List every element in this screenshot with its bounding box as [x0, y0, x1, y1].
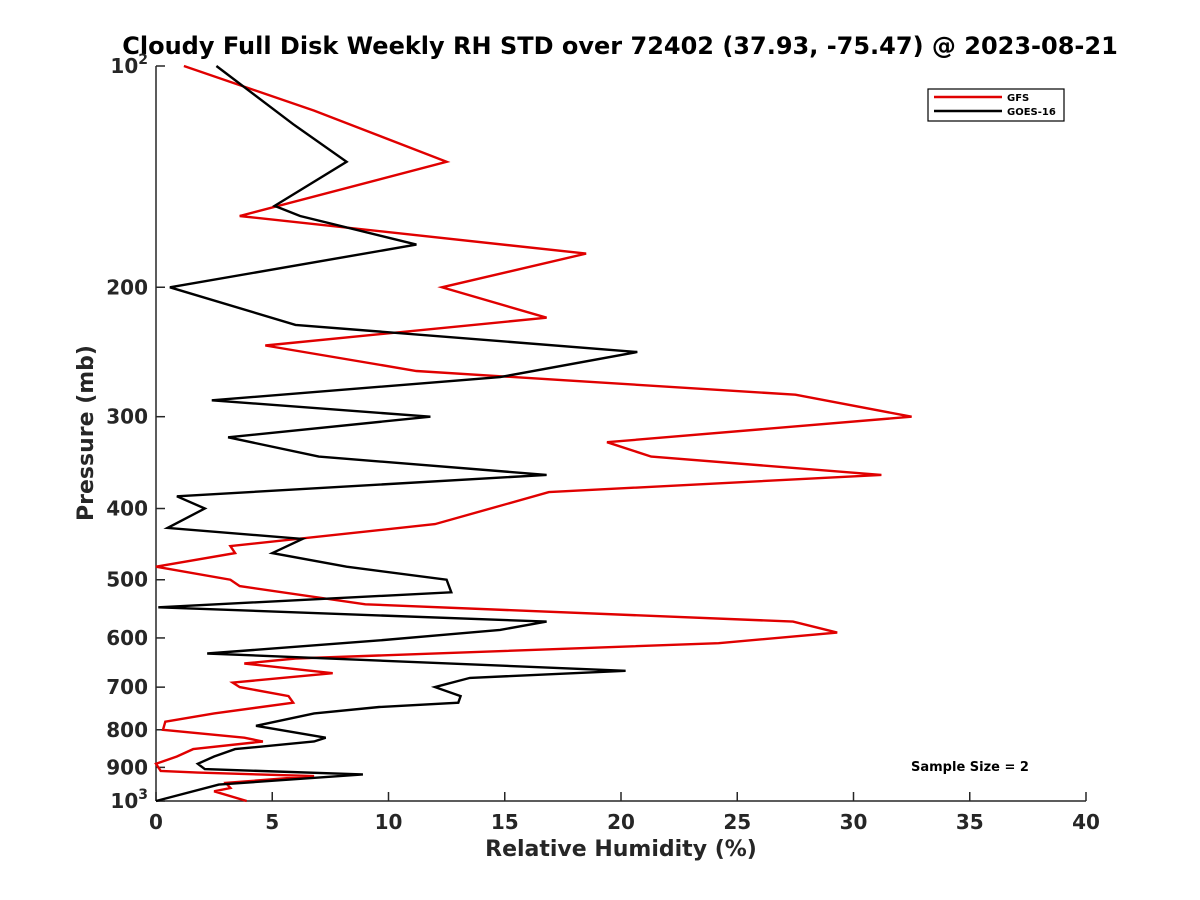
series-layer [154, 64, 912, 803]
x-tick-label: 15 [491, 810, 519, 834]
legend-label-goes-16: GOES-16 [1007, 107, 1056, 118]
x-tick-label: 25 [723, 810, 751, 834]
sample-size-annotation: Sample Size = 2 [911, 760, 1029, 775]
legend-box [927, 88, 1065, 122]
x-tick-label: 20 [607, 810, 635, 834]
y-tick-label: 800 [106, 718, 148, 742]
y-axis-label: Pressure (mb) [74, 345, 99, 521]
y-tick-label-exponent: 3 [138, 787, 148, 803]
y-tick-label: 700 [106, 675, 148, 699]
y-tick-label: 300 [106, 405, 148, 429]
x-tick-label: 10 [375, 810, 403, 834]
x-tick-label: 35 [956, 810, 984, 834]
y-tick-label: 500 [106, 568, 148, 592]
x-tick-label: 40 [1072, 810, 1100, 834]
y-tick-label-base: 10 [110, 789, 138, 813]
y-tick-label: 400 [106, 497, 148, 521]
y-tick-label: 900 [106, 755, 148, 779]
series-line-gfs [154, 64, 912, 803]
y-tick-label-base: 10 [110, 54, 138, 78]
y-tick-label-power: 103 [110, 787, 148, 813]
x-axis-ticks: 0 5 10 15 20 25 30 35 40 [149, 792, 1100, 834]
x-axis-label: Relative Humidity (%) [485, 837, 757, 862]
series-line-goes-16 [155, 65, 638, 803]
legend: GFS GOES-16 [927, 88, 1065, 122]
legend-label-gfs: GFS [1007, 93, 1029, 104]
y-tick-label: 200 [106, 275, 148, 299]
x-tick-label: 5 [265, 810, 279, 834]
x-tick-label: 0 [149, 810, 163, 834]
chart-title: Cloudy Full Disk Weekly RH STD over 7240… [122, 32, 1118, 60]
x-tick-label: 30 [840, 810, 868, 834]
y-tick-label: 600 [106, 626, 148, 650]
y-tick-label-power: 102 [110, 52, 148, 78]
y-tick-label-exponent: 2 [138, 52, 148, 68]
